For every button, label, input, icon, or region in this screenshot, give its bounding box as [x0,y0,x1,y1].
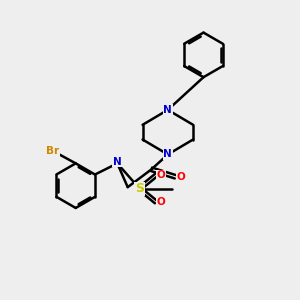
Text: S: S [135,182,144,195]
Text: N: N [113,157,122,167]
Text: O: O [157,170,166,180]
Text: N: N [164,149,172,160]
Text: O: O [176,172,185,182]
Text: O: O [157,197,166,207]
Text: Br: Br [46,146,59,157]
Text: N: N [164,105,172,115]
